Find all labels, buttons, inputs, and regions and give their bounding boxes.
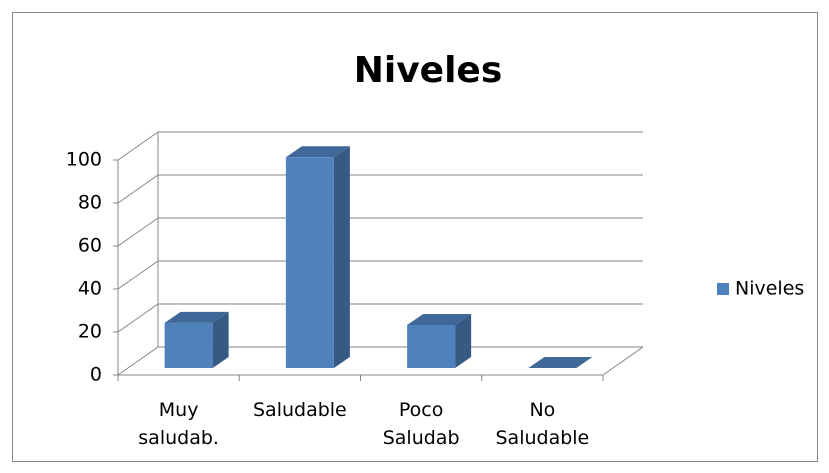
x-tick-label: No Saludable [495, 399, 590, 449]
grid-line [117, 131, 643, 161]
bar-top [528, 357, 593, 368]
bar-top [285, 146, 350, 158]
chart-border [12, 12, 818, 462]
bar-top [407, 314, 472, 325]
bar [164, 322, 213, 368]
floor-edge [602, 346, 644, 376]
y-tick-label: 60 [78, 235, 102, 257]
bar [407, 325, 456, 368]
y-tick-label: 40 [78, 278, 102, 300]
y-tick-label: 100 [66, 149, 102, 171]
y-tick-label: 80 [78, 192, 102, 214]
y-tick-label: 0 [90, 364, 102, 386]
bar [285, 157, 334, 368]
bar-side [455, 314, 472, 368]
grid-line [117, 303, 643, 333]
legend-label: Niveles [735, 278, 804, 300]
grid-line [117, 260, 643, 290]
bar-side [333, 146, 350, 368]
grid-line [117, 346, 643, 376]
bar-top [164, 311, 229, 323]
grid-line [117, 217, 643, 247]
chart-title: Niveles [354, 50, 503, 91]
legend-swatch [717, 283, 729, 295]
x-tick-label: Poco Saludab [382, 399, 460, 449]
grid-line [117, 174, 643, 204]
x-tick-label: Saludable [252, 399, 347, 421]
bar-side [212, 311, 229, 368]
y-tick-label: 20 [78, 321, 102, 343]
x-tick-label: Muy saludab. [138, 399, 219, 449]
